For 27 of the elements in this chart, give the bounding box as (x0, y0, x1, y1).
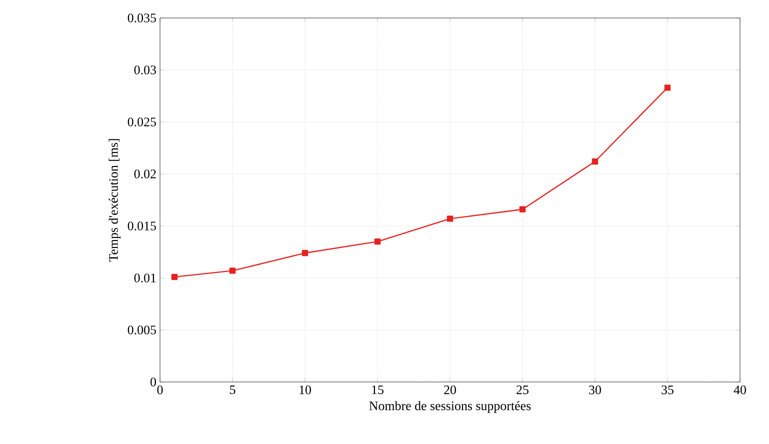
point (229, 268, 236, 274)
x-tick-label: 30 (589, 386, 601, 394)
y-tick-label: 0.01 (134, 274, 156, 282)
y-tick-label: 0.005 (128, 326, 156, 334)
y-tick-label: 0.025 (128, 118, 156, 126)
x-tick-label: 40 (734, 386, 746, 394)
y-tick-label: 0.02 (134, 170, 156, 178)
x-tick-label: 25 (516, 386, 528, 394)
y-axis-title: Temps d'exécution [ms] (108, 139, 120, 262)
y-tick-label: 0.015 (128, 222, 156, 230)
point (446, 216, 454, 222)
x-tick-label: 20 (444, 386, 456, 394)
y-tick-label: 0.035 (128, 14, 156, 22)
x-tick-label: 10 (300, 386, 311, 394)
point (664, 84, 671, 91)
y-tick-label: 0.03 (134, 66, 156, 74)
point (592, 158, 598, 165)
x-tick-label: 0 (157, 386, 163, 394)
y-tick-label: 0 (150, 378, 156, 386)
point (171, 274, 178, 280)
x-tick-label: 15 (372, 386, 384, 394)
point (302, 250, 308, 256)
x-axis-title: Nombre de sessions supportées (369, 401, 531, 413)
point (374, 238, 381, 245)
point (519, 206, 526, 212)
x-tick-label: 35 (662, 386, 674, 394)
x-tick-label: 5 (230, 386, 236, 394)
